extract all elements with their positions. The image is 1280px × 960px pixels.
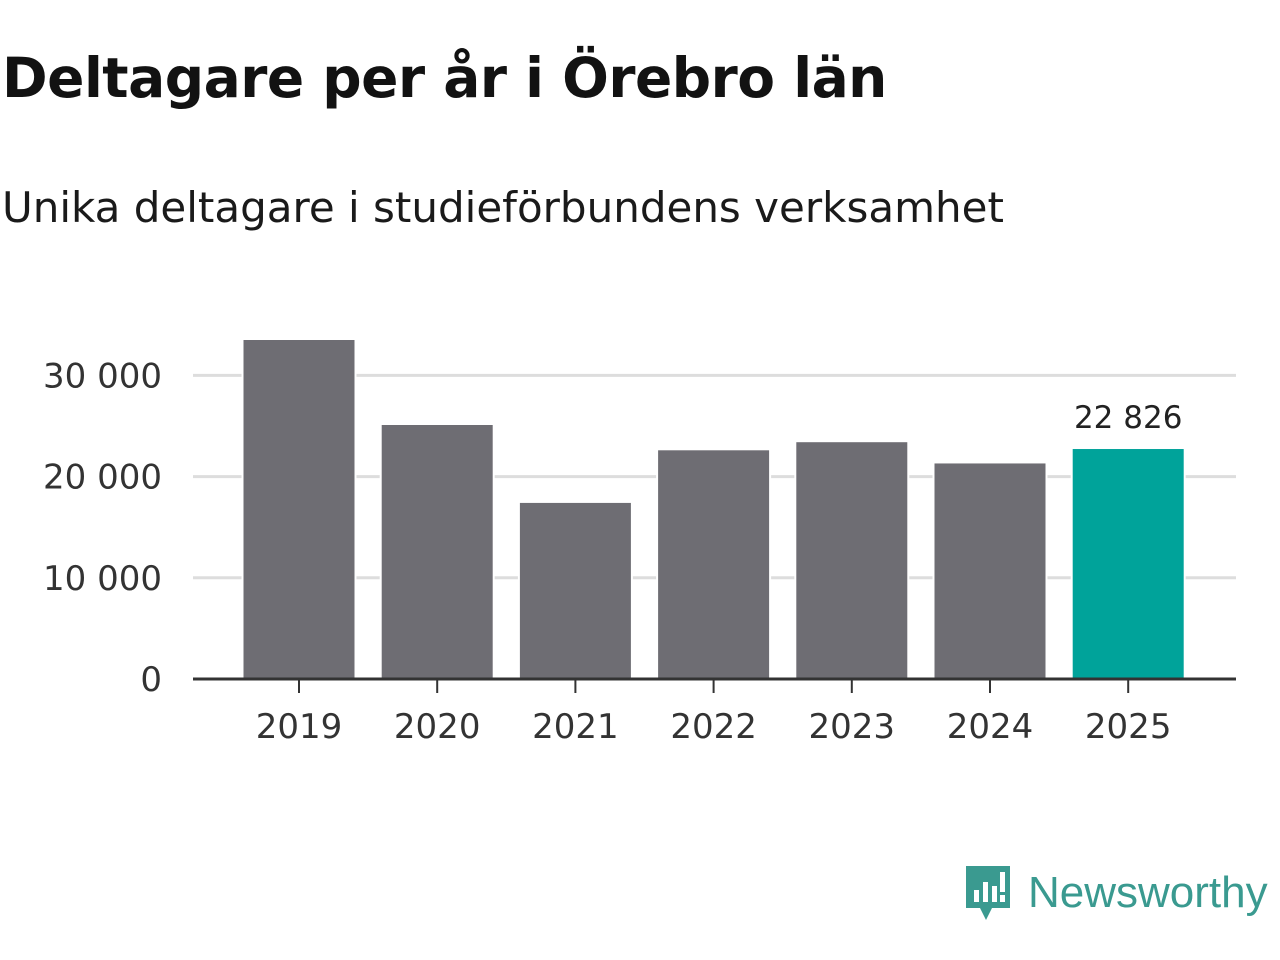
bar-2019 [241, 338, 357, 680]
bar-2022 [656, 448, 772, 680]
y-tick-label: 30 000 [43, 356, 162, 396]
bar-2025 [1070, 447, 1186, 680]
bar-2021 [517, 500, 633, 680]
axes [193, 677, 1236, 693]
bar-2023 [794, 440, 910, 681]
newsworthy-logo-icon [966, 866, 1010, 920]
bars [241, 338, 1186, 681]
bar-2020 [379, 423, 495, 680]
labels: 0 10 000 20 000 30 000 2019 2020 2021 2022 2023 2… [43, 356, 1182, 747]
x-tick-label: 2025 [1085, 707, 1172, 747]
x-tick-label: 2020 [394, 707, 481, 747]
y-tick-label: 0 [140, 660, 162, 700]
x-tick-label: 2022 [670, 707, 757, 747]
y-tick-label: 20 000 [43, 458, 162, 498]
bar-2024 [932, 461, 1048, 681]
x-tick-label: 2019 [256, 707, 343, 747]
y-tick-label: 10 000 [43, 559, 162, 599]
chart-subtitle: Unika deltagare i studieförbundens verks… [2, 183, 1004, 232]
brand-logo: Newsworthy [962, 862, 1268, 924]
brand-name: Newsworthy [1028, 868, 1268, 917]
x-tick-label: 2023 [809, 707, 896, 747]
chart-title: Deltagare per år i Örebro län [2, 46, 887, 110]
x-tick-label: 2024 [947, 707, 1034, 747]
x-tick-label: 2021 [532, 707, 619, 747]
value-label: 22 826 [1074, 400, 1182, 436]
